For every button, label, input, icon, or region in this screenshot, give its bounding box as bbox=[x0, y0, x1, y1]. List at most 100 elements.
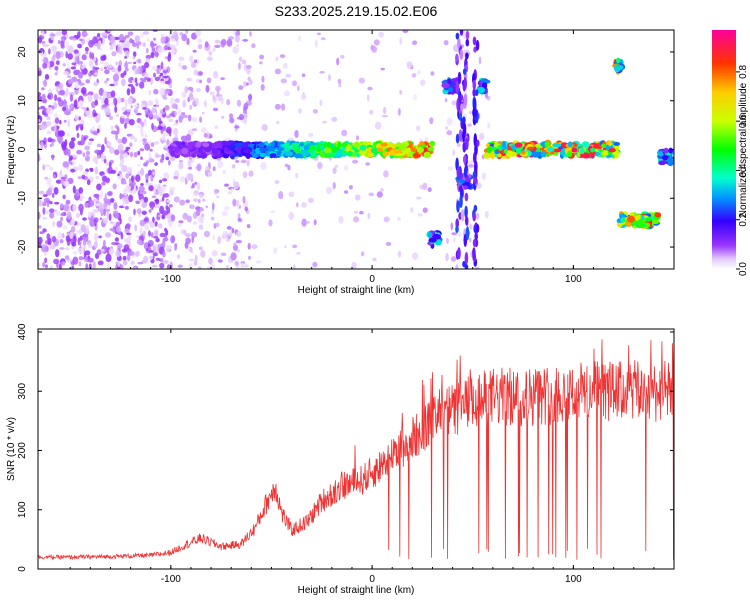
noise-speck bbox=[212, 166, 216, 172]
noise-speck bbox=[192, 49, 197, 53]
noise-speck bbox=[130, 260, 135, 265]
noise-speck bbox=[177, 264, 183, 268]
noise-speck bbox=[193, 198, 198, 203]
noise-speck bbox=[163, 45, 169, 51]
noise-speck bbox=[126, 167, 133, 175]
noise-speck bbox=[320, 37, 326, 41]
noise-speck bbox=[63, 98, 67, 107]
noise-speck bbox=[114, 213, 119, 219]
noise-speck bbox=[92, 65, 96, 74]
noise-speck bbox=[301, 202, 307, 208]
noise-speck bbox=[126, 113, 130, 118]
noise-speck bbox=[138, 213, 142, 218]
noise-speck bbox=[178, 160, 184, 163]
noise-speck bbox=[65, 51, 68, 59]
noise-speck bbox=[128, 194, 134, 203]
chart-title: S233.2025.219.15.02.E06 bbox=[275, 3, 438, 19]
noise-speck bbox=[62, 63, 66, 67]
noise-speck bbox=[140, 33, 144, 38]
noise-speck bbox=[92, 130, 97, 135]
noise-speck bbox=[237, 217, 242, 222]
noise-speck bbox=[190, 250, 194, 254]
noise-speck bbox=[114, 105, 118, 114]
broadband-streak bbox=[472, 79, 477, 91]
noise-speck bbox=[93, 217, 99, 224]
energy-blob bbox=[483, 152, 491, 159]
noise-speck bbox=[76, 60, 83, 65]
noise-speck bbox=[51, 235, 57, 243]
noise-speck bbox=[296, 202, 299, 208]
noise-speck bbox=[84, 250, 91, 256]
noise-speck bbox=[88, 60, 94, 68]
noise-speck bbox=[236, 231, 242, 237]
noise-speck bbox=[175, 39, 179, 47]
noise-speck bbox=[197, 38, 203, 43]
noise-speck bbox=[46, 130, 52, 135]
noise-speck bbox=[238, 204, 242, 209]
noise-speck bbox=[40, 244, 47, 248]
broadband-streak bbox=[465, 137, 469, 150]
noise-speck bbox=[337, 78, 342, 84]
noise-speck bbox=[208, 257, 213, 265]
noise-speck bbox=[129, 142, 133, 148]
noise-speck bbox=[288, 191, 295, 198]
noise-speck bbox=[69, 140, 75, 149]
noise-speck bbox=[58, 83, 63, 89]
broadband-streak bbox=[472, 171, 477, 179]
noise-speck bbox=[59, 238, 64, 244]
noise-speck bbox=[146, 37, 150, 43]
energy-blob bbox=[546, 147, 555, 152]
noise-speck bbox=[44, 74, 50, 80]
noise-speck bbox=[191, 231, 198, 238]
noise-speck bbox=[128, 178, 132, 184]
noise-speck bbox=[367, 86, 373, 91]
broadband-streak bbox=[475, 89, 479, 96]
noise-speck bbox=[42, 194, 48, 197]
noise-speck bbox=[260, 84, 265, 91]
noise-speck bbox=[148, 157, 154, 163]
noise-speck bbox=[38, 118, 41, 123]
noise-speck bbox=[203, 100, 207, 108]
noise-speck bbox=[86, 107, 89, 111]
noise-speck bbox=[124, 56, 128, 59]
noise-speck bbox=[38, 190, 45, 195]
noise-speck bbox=[60, 212, 64, 217]
noise-speck bbox=[129, 135, 135, 140]
noise-speck bbox=[125, 40, 131, 49]
snr-y-axis-label: SNR (10 * v/v) bbox=[6, 417, 17, 481]
broadband-streak bbox=[465, 30, 470, 40]
noise-speck bbox=[130, 85, 136, 95]
noise-speck bbox=[67, 45, 74, 54]
broadband-streak bbox=[463, 154, 467, 165]
energy-blob bbox=[376, 147, 384, 153]
noise-speck bbox=[138, 185, 145, 193]
noise-speck bbox=[63, 71, 70, 76]
noise-speck bbox=[455, 264, 459, 269]
noise-speck bbox=[120, 264, 124, 269]
broadband-streak bbox=[474, 160, 478, 174]
noise-speck bbox=[297, 35, 302, 42]
spectrogram-x-axis-label: Height of straight line (km) bbox=[298, 285, 415, 296]
noise-speck bbox=[143, 196, 149, 203]
noise-speck bbox=[54, 66, 59, 71]
snr-y-tick-label: 100 bbox=[17, 501, 28, 518]
noise-speck bbox=[94, 166, 99, 175]
noise-speck bbox=[196, 58, 200, 66]
noise-speck bbox=[92, 156, 99, 163]
noise-speck bbox=[106, 78, 110, 81]
noise-speck bbox=[198, 224, 204, 230]
broadband-streak bbox=[472, 88, 477, 97]
snr-x-axis-label: Height of straight line (km) bbox=[298, 585, 415, 596]
noise-speck bbox=[191, 128, 197, 131]
noise-speck bbox=[46, 177, 52, 186]
noise-speck bbox=[136, 164, 141, 167]
noise-speck bbox=[233, 30, 236, 35]
energy-blob bbox=[486, 146, 493, 153]
noise-speck bbox=[186, 38, 190, 46]
energy-blob bbox=[228, 145, 236, 152]
noise-speck bbox=[198, 71, 203, 76]
noise-speck bbox=[385, 241, 392, 246]
noise-speck bbox=[234, 125, 240, 129]
energy-blob bbox=[497, 153, 502, 158]
